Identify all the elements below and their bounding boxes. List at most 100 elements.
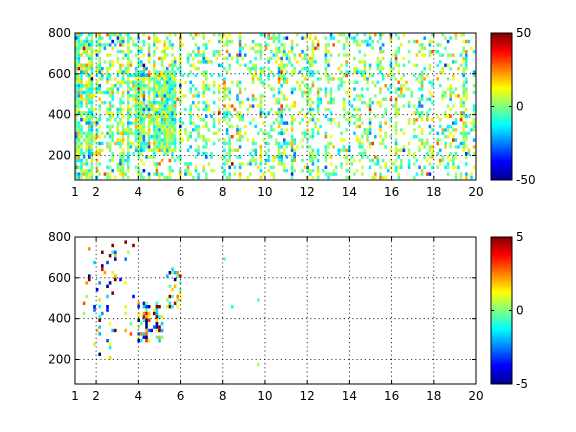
heatmap-cell <box>329 53 333 57</box>
heatmap-cell <box>158 305 161 309</box>
heatmap-cell <box>140 63 143 67</box>
heatmap-cell <box>280 152 283 156</box>
heatmap-cell <box>465 63 468 67</box>
heatmap-cell <box>108 124 112 129</box>
heatmap-cell <box>194 104 198 108</box>
heatmap-cell <box>465 155 468 159</box>
heatmap-cell <box>98 281 101 285</box>
heatmap-cell <box>163 70 166 74</box>
heatmap-cell <box>316 172 320 176</box>
heatmap-cell <box>173 101 177 105</box>
heatmap-cell <box>283 97 286 101</box>
heatmap-cell <box>93 260 96 265</box>
heatmap-cell <box>153 50 156 54</box>
heatmap-cell <box>88 77 91 81</box>
heatmap-cell <box>129 114 133 118</box>
heatmap-cell <box>309 118 312 122</box>
heatmap-cell <box>85 138 88 142</box>
heatmap-cell <box>400 94 403 98</box>
heatmap-cell <box>124 172 127 176</box>
heatmap-cell <box>145 325 148 329</box>
heatmap-cell <box>394 63 398 67</box>
heatmap-cell <box>389 97 393 101</box>
heatmap-cell <box>173 56 177 61</box>
heatmap-cell <box>106 87 109 91</box>
heatmap-cell <box>160 60 164 64</box>
heatmap-cell <box>98 332 101 336</box>
heatmap-cell <box>316 165 320 169</box>
heatmap-cell <box>129 107 133 112</box>
heatmap-cell <box>420 73 424 78</box>
heatmap-cell <box>137 141 140 146</box>
heatmap-cell <box>462 145 465 149</box>
heatmap-cell <box>171 155 174 159</box>
heatmap-cell <box>244 53 247 57</box>
heatmap-cell <box>116 131 120 135</box>
heatmap-cell <box>168 33 172 37</box>
heatmap-cell <box>249 104 252 108</box>
heatmap-cell <box>173 135 177 139</box>
heatmap-cell <box>85 101 88 105</box>
heatmap-cell <box>249 46 252 50</box>
heatmap-cell <box>103 271 107 275</box>
heatmap-cell <box>277 73 281 78</box>
heatmap-cell <box>379 175 382 180</box>
heatmap-cell <box>228 39 231 44</box>
heatmap-cell <box>324 36 328 40</box>
heatmap-cell <box>145 155 148 159</box>
heatmap-cell <box>394 50 398 54</box>
heatmap-cell <box>311 50 315 54</box>
heatmap-cell <box>90 56 94 61</box>
heatmap-cell <box>129 131 133 135</box>
heatmap-cell <box>465 114 468 118</box>
heatmap-cell <box>142 131 146 135</box>
heatmap-cell <box>132 104 135 108</box>
x-tick-label: 2 <box>92 185 100 199</box>
heatmap-cell <box>106 172 109 176</box>
heatmap-cell <box>436 131 439 135</box>
heatmap-cell <box>124 70 127 74</box>
heatmap-cell <box>145 131 148 135</box>
heatmap-cell <box>166 46 169 50</box>
heatmap-cell <box>397 80 400 84</box>
heatmap-cell <box>441 90 445 95</box>
heatmap-cell <box>166 107 169 112</box>
heatmap-cell <box>106 53 109 57</box>
heatmap-cell <box>88 274 91 278</box>
heatmap-cell <box>150 87 153 91</box>
heatmap-cell <box>264 152 268 156</box>
heatmap-cell <box>179 121 182 125</box>
heatmap-cell <box>332 172 335 176</box>
heatmap-cell <box>316 152 320 156</box>
heatmap-cell <box>88 67 91 71</box>
heatmap-cell <box>254 67 257 71</box>
heatmap-cell <box>418 114 421 118</box>
heatmap-cell <box>199 118 203 122</box>
heatmap-cell <box>80 158 83 163</box>
heatmap-cell <box>189 118 192 122</box>
heatmap-cell <box>155 80 159 84</box>
heatmap-cell <box>140 50 143 54</box>
heatmap-cell <box>108 77 112 81</box>
heatmap-cell <box>140 101 143 105</box>
colorbar-tick-label: 50 <box>516 26 531 40</box>
heatmap-cell <box>470 46 473 50</box>
heatmap-cell <box>329 36 333 40</box>
heatmap-cell <box>259 50 263 54</box>
heatmap-cell <box>394 165 398 169</box>
heatmap-cell <box>348 70 351 74</box>
heatmap-cell <box>160 124 164 129</box>
heatmap-cell <box>121 165 125 169</box>
heatmap-cell <box>223 94 226 98</box>
heatmap-cell <box>119 121 122 125</box>
heatmap-cell <box>465 50 468 54</box>
heatmap-cell <box>415 39 419 44</box>
heatmap-cell <box>163 124 166 129</box>
heatmap-cell <box>324 46 328 50</box>
heatmap-cell <box>176 305 179 309</box>
heatmap-cell <box>462 148 465 152</box>
heatmap-cell <box>241 135 244 139</box>
heatmap-cell <box>327 141 330 146</box>
heatmap-cell <box>132 141 135 146</box>
